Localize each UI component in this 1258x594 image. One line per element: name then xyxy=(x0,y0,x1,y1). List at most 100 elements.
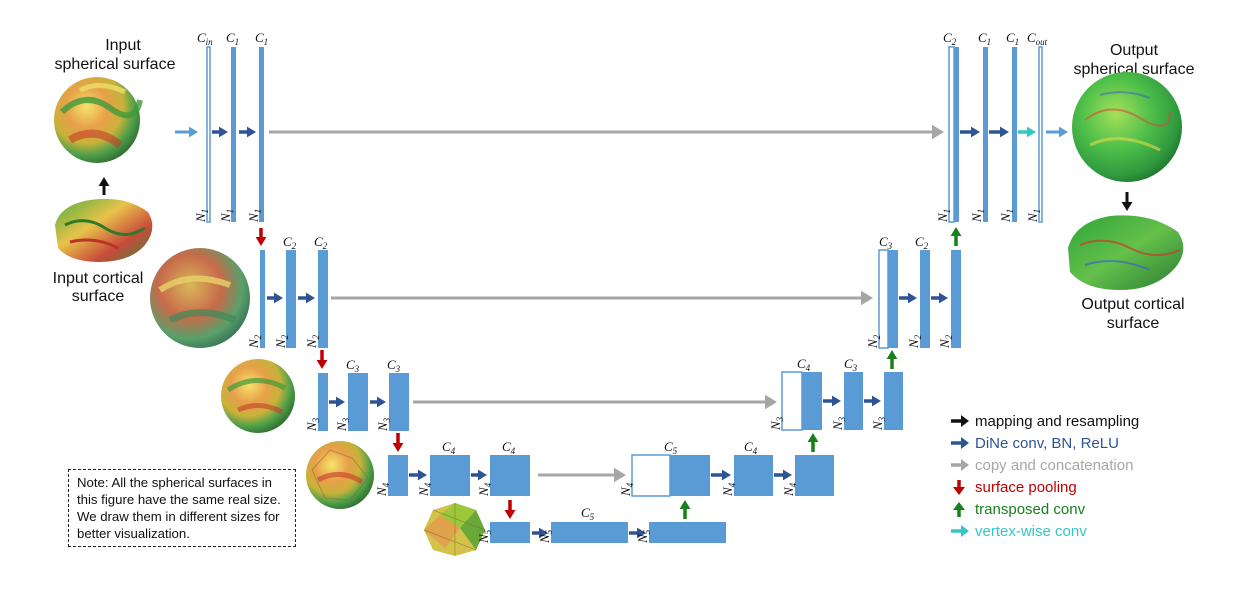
legend-mapping-text: mapping and resampling xyxy=(975,413,1139,430)
label-c2-a: C2 xyxy=(283,234,297,251)
block-l3-a xyxy=(318,373,328,431)
label-n1-u2: N1 xyxy=(969,209,986,223)
legend-pooling-text: surface pooling xyxy=(975,479,1077,496)
copy-arrow-l1 xyxy=(269,124,944,140)
mapping-arrow-in xyxy=(98,177,110,195)
svg-text:spherical surface: spherical surface xyxy=(1074,61,1195,78)
up-arrow-2 xyxy=(807,433,819,452)
pool-arrow-3 xyxy=(392,433,404,452)
block-u2-concat-copy xyxy=(878,249,889,349)
label-c3-u2: C3 xyxy=(879,234,893,251)
label-c5-b: C5 xyxy=(664,439,678,456)
label-n3-a: N3 xyxy=(304,417,321,432)
label-n2-b: N2 xyxy=(273,334,290,349)
label-c1-b: C1 xyxy=(255,30,268,47)
sphere-level3 xyxy=(221,359,295,433)
block-u1-concat-up xyxy=(954,47,959,222)
label-n5-c: N5 xyxy=(635,529,652,544)
label-c4-b: C4 xyxy=(502,439,516,456)
label-n3-u3: N3 xyxy=(870,416,887,431)
arrows xyxy=(98,124,1133,539)
block-l4-c xyxy=(490,455,530,496)
input-arrow xyxy=(175,126,198,138)
pool-arrow-2 xyxy=(316,350,328,369)
block-u2-b xyxy=(920,250,930,348)
block-u2-c xyxy=(951,250,961,348)
up-arrow-4 xyxy=(950,227,962,246)
label-n4-u2: N4 xyxy=(720,482,737,497)
label-c1-u1: C1 xyxy=(978,30,991,47)
output-cortex xyxy=(1068,215,1184,290)
label-c3-u1: C3 xyxy=(844,356,858,373)
svg-text:surface: surface xyxy=(1107,315,1160,332)
label-n4-c: N4 xyxy=(476,482,493,497)
conv-arrow-l5-2 xyxy=(629,527,646,539)
label-c4-a: C4 xyxy=(442,439,456,456)
conv-arrow-l1-1 xyxy=(212,126,228,138)
label-n4-u1: N4 xyxy=(618,482,635,497)
pool-arrow-4 xyxy=(504,500,516,519)
conv-arrow-u4-1 xyxy=(711,469,731,481)
svg-text:Output: Output xyxy=(1110,42,1159,59)
svg-text:Input: Input xyxy=(105,37,141,54)
block-u4-c xyxy=(795,455,834,496)
mapping-arrow-out xyxy=(1121,192,1133,211)
label-c4-u1: C4 xyxy=(797,356,811,373)
sphere-level4 xyxy=(306,441,374,509)
label-n5-b: N5 xyxy=(537,529,554,544)
note-text: Note: All the spherical surfaces in this… xyxy=(77,475,281,541)
feature-blocks xyxy=(206,46,1043,543)
label-c3-a: C3 xyxy=(346,357,360,374)
output-cortex-caption: Output cortical surface xyxy=(1081,296,1184,332)
block-u1-out xyxy=(1038,46,1043,223)
block-l3-c xyxy=(389,373,409,431)
label-c1-u2: C1 xyxy=(1006,30,1019,47)
svg-text:spherical surface: spherical surface xyxy=(55,56,176,73)
label-n1-u4: N1 xyxy=(1025,209,1042,223)
up-arrow-3 xyxy=(886,350,898,369)
conv-arrow-l3-1 xyxy=(329,396,345,408)
block-l1-a xyxy=(231,47,236,222)
label-c2-u2: C2 xyxy=(915,234,929,251)
block-u1-concat-copy xyxy=(948,46,955,223)
legend-copy: copy and concatenation xyxy=(951,457,1133,474)
label-n2-u2: N2 xyxy=(906,334,923,349)
conv-arrow-u1-2 xyxy=(989,126,1009,138)
block-u1-c xyxy=(1012,47,1017,222)
label-n1-b: N1 xyxy=(218,209,235,223)
pool-arrow-1 xyxy=(255,228,267,246)
legend-pooling: surface pooling xyxy=(953,479,1077,496)
label-n2-c: N2 xyxy=(304,334,321,349)
svg-text:Input cortical: Input cortical xyxy=(53,270,144,287)
block-l5-b xyxy=(551,522,628,543)
block-l5-c xyxy=(649,522,726,543)
copy-arrow-l4 xyxy=(538,467,626,483)
block-l2-a xyxy=(260,250,265,348)
conv-arrow-l4-2 xyxy=(471,469,487,481)
input-cortex-caption: Input cortical surface xyxy=(53,270,144,305)
conv-arrow-u4-2 xyxy=(774,469,792,481)
conv-arrow-l2-1 xyxy=(267,292,283,304)
block-u3-concat-up xyxy=(802,372,822,430)
input-sphere xyxy=(54,77,143,163)
block-l4-b xyxy=(430,455,470,496)
dimension-labels: Cin C1 C1 C2 C2 C3 C3 C4 C4 C5 C5 C4 C3 C4 C3 C2 C2 C1 C1 C… xyxy=(193,30,1048,544)
conv-arrow-u3-2 xyxy=(864,395,881,407)
block-u4-concat-copy xyxy=(631,454,671,497)
output-sphere-caption: Output spherical surface xyxy=(1074,42,1195,78)
legend-mapping: mapping and resampling xyxy=(951,413,1139,430)
legend-transposed: transposed conv xyxy=(953,501,1086,518)
legend: mapping and resampling DiNe conv, BN, ReL… xyxy=(951,413,1139,540)
sphere-level2 xyxy=(150,248,250,348)
label-n3-u1: N3 xyxy=(768,416,785,431)
block-u3-b xyxy=(844,372,863,430)
legend-copy-text: copy and concatenation xyxy=(975,457,1133,474)
label-n3-u2: N3 xyxy=(830,416,847,431)
copy-arrow-l2 xyxy=(331,290,873,306)
block-u4-concat-up xyxy=(670,455,710,496)
vertex-conv-arrow xyxy=(1018,126,1036,138)
label-n1-u1: N1 xyxy=(935,209,952,223)
block-u2-concat-up xyxy=(888,250,898,348)
block-u1-b xyxy=(983,47,988,222)
